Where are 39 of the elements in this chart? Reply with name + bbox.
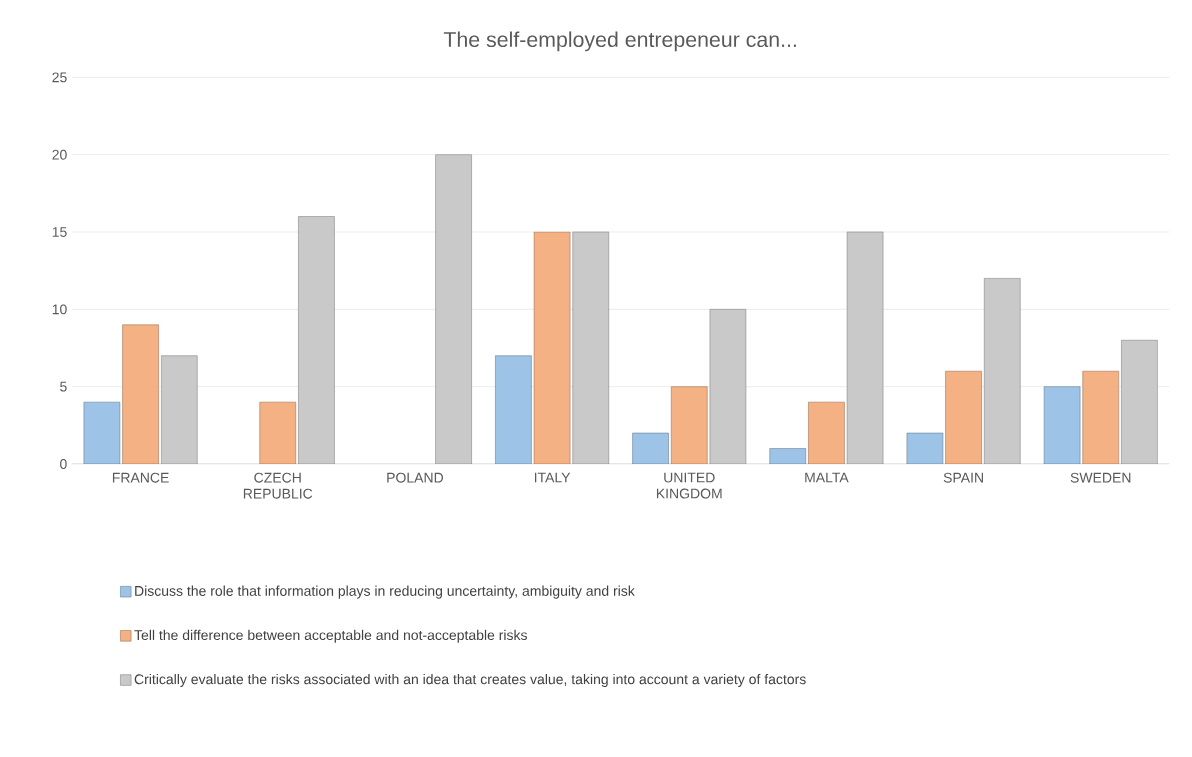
legend-label: Discuss the role that information plays in reducing uncertainty, ambiguity and risk <box>135 585 635 599</box>
bar <box>572 231 610 464</box>
bar <box>808 401 845 464</box>
bar <box>709 308 747 464</box>
bar <box>160 355 198 464</box>
bar <box>983 277 1021 464</box>
x-tick-label: SPAIN <box>943 472 983 483</box>
legend-label: Critically evaluate the risks associated with an idea that creates value, taking into account a variety of factors <box>134 673 806 687</box>
legend-label: Tell the difference between acceptable and not-acceptable risks <box>134 629 527 643</box>
x-tick-label: FRANCE <box>112 472 169 483</box>
y-tick-label: 15 <box>52 226 67 237</box>
bar <box>495 355 532 464</box>
bar <box>1043 386 1081 464</box>
x-tick-label: ITALY <box>534 472 571 483</box>
bar <box>83 401 121 464</box>
bar <box>632 432 669 464</box>
chart-title: The self-employed entrepeneur can... <box>443 31 796 52</box>
bar <box>1121 339 1158 464</box>
x-tick-label: POLAND <box>387 472 444 483</box>
bar <box>945 370 982 464</box>
bar <box>906 432 944 464</box>
bar <box>298 216 335 464</box>
bar <box>533 231 571 464</box>
bar <box>122 324 159 464</box>
bar <box>1082 370 1120 464</box>
x-tick-label: UNITED KINGDOM <box>656 472 722 499</box>
y-tick-label: 0 <box>60 458 67 469</box>
bar <box>846 231 884 464</box>
bar <box>259 401 297 464</box>
y-tick-label: 10 <box>52 304 67 315</box>
x-tick-label: CZECH REPUBLIC <box>243 472 313 499</box>
bar <box>435 154 472 464</box>
y-tick-label: 25 <box>52 72 67 83</box>
y-tick-label: 20 <box>52 149 67 160</box>
x-tick-label: MALTA <box>805 472 849 483</box>
y-tick-label: 5 <box>60 381 67 392</box>
x-tick-label: SWEDEN <box>1070 472 1131 483</box>
bar <box>769 448 807 464</box>
bar <box>670 386 708 464</box>
